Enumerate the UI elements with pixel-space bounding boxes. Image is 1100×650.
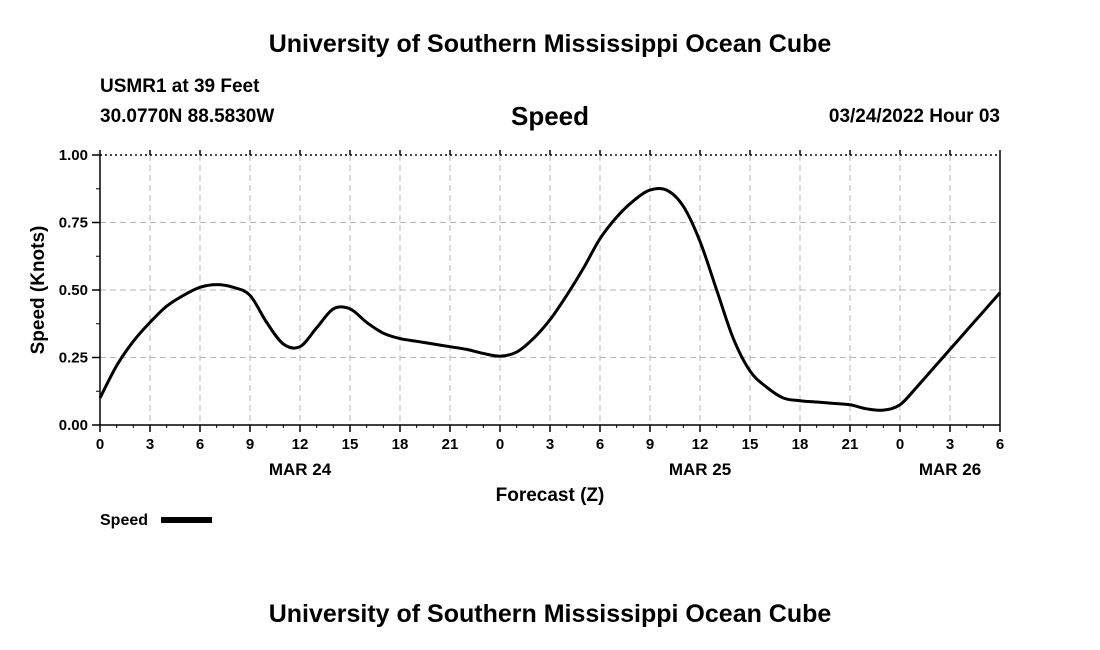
y-tick-label: 0.75 — [59, 215, 88, 232]
x-tick-label: 0 — [96, 436, 104, 453]
legend-label: Speed — [100, 512, 148, 529]
page-title: University of Southern Mississippi Ocean… — [268, 30, 832, 58]
x-date-label: MAR 24 — [269, 460, 332, 479]
y-tick-label: 1.00 — [59, 147, 88, 164]
series-line-speed — [98, 186, 1002, 412]
x-tick-label: 15 — [342, 436, 359, 453]
x-tick-label: 12 — [292, 436, 309, 453]
y-tick-label: 0.50 — [59, 282, 88, 299]
x-date-label: MAR 26 — [919, 460, 981, 479]
x-date-label: MAR 25 — [669, 460, 731, 479]
x-tick-label: 9 — [246, 436, 254, 453]
x-tick-label: 3 — [546, 436, 554, 453]
x-tick-label: 6 — [596, 436, 604, 453]
y-axis-title: Speed (Knots) — [28, 226, 49, 355]
x-tick-label: 12 — [692, 436, 709, 453]
x-tick-label: 3 — [946, 436, 954, 453]
x-tick-label: 15 — [742, 436, 759, 453]
x-tick-label: 0 — [896, 436, 904, 453]
legend-swatch — [161, 517, 212, 523]
x-tick-label: 3 — [146, 436, 154, 453]
station-label: USMR1 at 39 Feet — [100, 76, 260, 97]
x-tick-label: 21 — [842, 436, 859, 453]
y-tick-label: 0.25 — [59, 350, 88, 367]
x-tick-label: 21 — [442, 436, 459, 453]
station-coordinates: 30.0770N 88.5830W — [100, 106, 275, 127]
x-tick-label: 18 — [392, 436, 409, 453]
x-tick-label: 18 — [792, 436, 809, 453]
footer-title: University of Southern Mississippi Ocean… — [268, 600, 832, 628]
forecast-run-time: 03/24/2022 Hour 03 — [828, 106, 1000, 127]
x-tick-label: 9 — [646, 436, 654, 453]
chart-title: Speed — [510, 101, 590, 131]
x-tick-label: 6 — [196, 436, 204, 453]
x-axis-title: Forecast (Z) — [496, 485, 605, 506]
x-tick-label: 6 — [996, 436, 1004, 453]
x-tick-label: 0 — [496, 436, 504, 453]
y-tick-label: 0.00 — [59, 417, 88, 434]
